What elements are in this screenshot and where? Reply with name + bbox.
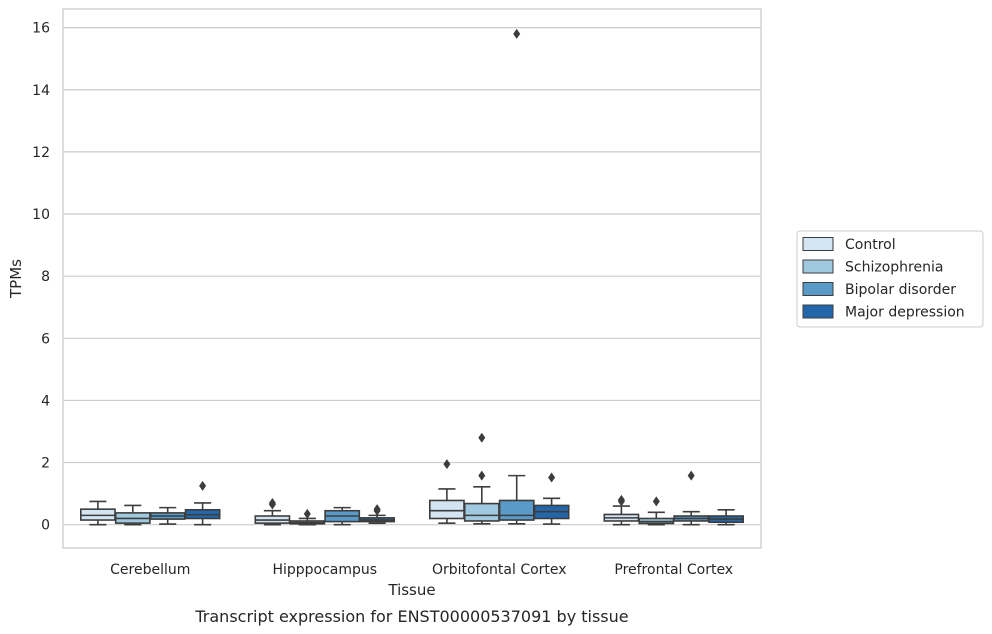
- x-tick-label-3: Orbitofontal Cortex: [432, 562, 567, 578]
- box-4-1: [603, 494, 640, 526]
- legend-label-4: Major depression: [845, 305, 965, 321]
- legend-frame: [796, 230, 984, 328]
- boxes: [79, 28, 745, 526]
- outlier-point-1: [513, 28, 521, 39]
- y-tick-label-8: 8: [41, 269, 50, 285]
- chart-caption: Transcript expression for ENST0000053709…: [194, 607, 628, 626]
- box-body: [463, 502, 500, 522]
- y-tick-label-6: 6: [41, 331, 50, 347]
- gridlines: [63, 27, 761, 526]
- legend-swatch-3: [802, 282, 834, 296]
- y-tick-label-4: 4: [41, 393, 50, 409]
- y-tick-label-16: 16: [32, 21, 50, 37]
- outlier-point-2: [617, 494, 625, 505]
- box-4-2: [638, 496, 675, 526]
- y-tick-label-10: 10: [32, 207, 50, 223]
- outlier-point-2: [478, 432, 486, 443]
- box-2-1: [254, 497, 291, 526]
- outlier-point-1: [303, 508, 311, 519]
- x-axis-label: Tissue: [387, 581, 435, 599]
- box-4-3: [673, 470, 710, 526]
- box-4-4: [708, 508, 745, 526]
- box-3-2: [463, 432, 500, 525]
- outlier-point-1: [199, 480, 207, 491]
- y-axis-label: TPMs: [7, 259, 25, 299]
- box-2-2: [289, 508, 326, 526]
- legend-swatch-4: [802, 304, 834, 319]
- outlier-point-2: [268, 497, 276, 508]
- outlier-point-2: [373, 504, 381, 515]
- box-2-3: [324, 506, 361, 526]
- legend-label-3: Bipolar disorder: [845, 282, 956, 298]
- x-tick-label-1: Cerebellum: [110, 562, 190, 578]
- legend-swatch-2: [802, 259, 834, 274]
- x-tick-label-4: Prefrontal Cortex: [614, 562, 733, 578]
- y-tick-label-0: 0: [41, 518, 50, 534]
- box-3-4: [533, 472, 570, 525]
- box-3-1: [428, 459, 465, 524]
- legend-label-2: Schizophrenia: [845, 260, 943, 276]
- box-body: [498, 499, 535, 521]
- box-1-2: [114, 504, 151, 526]
- box-1-3: [149, 506, 186, 525]
- box-1-1: [79, 500, 116, 526]
- box-2-4: [359, 504, 396, 524]
- legend: Control Schizophrenia Bipolar disorder Majo…: [796, 230, 984, 328]
- y-tick-label-14: 14: [32, 83, 50, 99]
- y-tick-label-2: 2: [41, 456, 50, 472]
- y-tick-label-12: 12: [32, 145, 50, 161]
- plot-frame: [62, 8, 762, 549]
- outlier-point-1: [652, 496, 660, 507]
- y-axis-ticks: 0 2 4 6 8 10 12 14 16: [32, 21, 50, 534]
- outlier-point-1: [478, 470, 486, 481]
- box-body: [428, 499, 465, 520]
- outlier-point-1: [548, 472, 556, 483]
- x-tick-label-2: Hipppocampus: [272, 562, 377, 578]
- legend-swatch-1: [802, 237, 834, 251]
- box-1-4: [184, 480, 221, 526]
- outlier-point-1: [687, 470, 695, 481]
- outlier-point-1: [443, 459, 451, 470]
- x-axis-ticks: Cerebellum Hipppocampus Orbitofontal Corte…: [110, 562, 733, 578]
- legend-label-1: Control: [845, 237, 896, 253]
